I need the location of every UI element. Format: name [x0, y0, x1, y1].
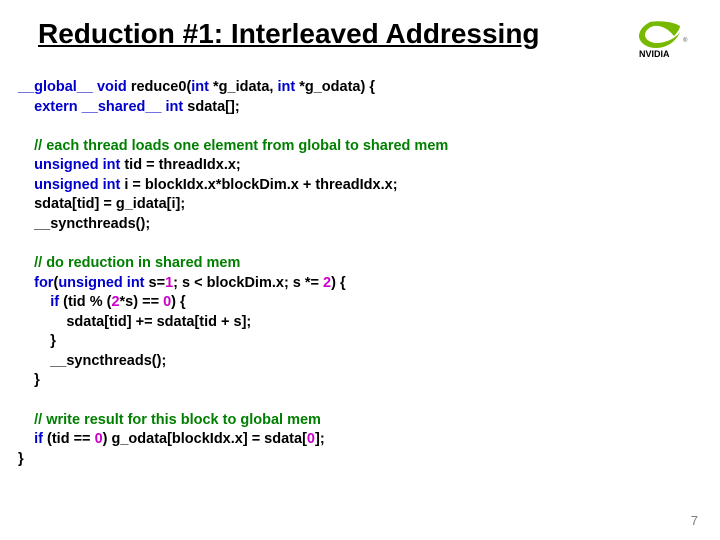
page-number: 7	[691, 513, 698, 528]
kw-int: int	[166, 99, 184, 115]
t: tid = threadIdx.x;	[120, 157, 240, 173]
t: ) {	[171, 294, 186, 310]
kw-shared: __shared__	[82, 99, 162, 115]
t: sdata[];	[183, 99, 239, 115]
t: ) {	[331, 275, 346, 291]
t: }	[18, 451, 24, 467]
num: 0	[307, 431, 315, 447]
comment: // each thread loads one element from gl…	[18, 138, 448, 154]
t: __syncthreads();	[18, 216, 150, 232]
t: ) g_odata[blockIdx.x] = sdata[	[103, 431, 307, 447]
kw-for: for	[34, 275, 53, 291]
num: 2	[111, 294, 119, 310]
nvidia-text: NVIDIA	[639, 49, 670, 58]
t: (tid % (	[59, 294, 111, 310]
kw-uint: unsigned int	[34, 177, 120, 193]
kw-void: void	[97, 79, 127, 95]
t: ; s < blockDim.x; s *=	[173, 275, 323, 291]
t: sdata[tid] += sdata[tid + s];	[18, 314, 251, 330]
num: 0	[95, 431, 103, 447]
kw-extern: extern	[34, 99, 78, 115]
nvidia-swirl-icon	[639, 21, 680, 48]
t: *g_odata) {	[295, 79, 375, 95]
kw-int: int	[191, 79, 209, 95]
kw-uint: unsigned int	[34, 157, 120, 173]
t: (tid ==	[43, 431, 95, 447]
slide: Reduction #1: Interleaved Addressing NVI…	[0, 0, 720, 540]
t	[18, 157, 34, 173]
t	[18, 431, 34, 447]
comment: // do reduction in shared mem	[18, 255, 240, 271]
t: ];	[315, 431, 325, 447]
t: __syncthreads();	[18, 353, 166, 369]
kw-if: if	[34, 431, 43, 447]
t: reduce0(	[127, 79, 191, 95]
t: sdata[tid] = g_idata[i];	[18, 196, 185, 212]
t: *s) ==	[120, 294, 164, 310]
slide-title: Reduction #1: Interleaved Addressing	[38, 18, 540, 50]
nvidia-logo: NVIDIA ®	[636, 18, 698, 58]
comment: // write result for this block to global…	[18, 412, 321, 428]
num: 1	[165, 275, 173, 291]
t	[18, 294, 50, 310]
num: 2	[323, 275, 331, 291]
t	[18, 275, 34, 291]
t: }	[18, 372, 40, 388]
kw-global: __global__	[18, 79, 93, 95]
t: i = blockIdx.x*blockDim.x + threadIdx.x;	[120, 177, 397, 193]
t: }	[18, 333, 56, 349]
kw-if: if	[50, 294, 59, 310]
t	[18, 99, 34, 115]
t	[18, 177, 34, 193]
t: *g_idata,	[209, 79, 278, 95]
code-block: __global__ void reduce0(int *g_idata, in…	[18, 78, 690, 469]
t: s=	[145, 275, 166, 291]
kw-int: int	[278, 79, 296, 95]
num: 0	[163, 294, 171, 310]
registered-mark: ®	[683, 37, 688, 44]
kw-uint: unsigned int	[58, 275, 144, 291]
